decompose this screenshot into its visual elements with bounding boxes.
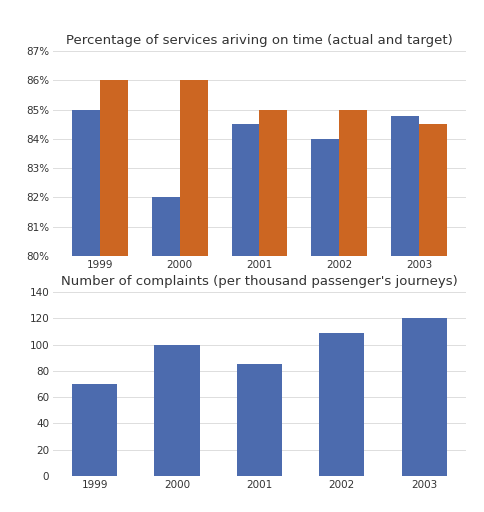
Bar [231,124,259,512]
Bar [154,345,199,476]
Bar [100,80,128,512]
Bar [318,333,364,476]
Bar [259,110,287,512]
Bar [338,110,366,512]
Bar [72,384,117,476]
Bar [418,124,446,512]
Title: Number of complaints (per thousand passenger's journeys): Number of complaints (per thousand passe… [61,275,457,288]
Bar [151,198,180,512]
Legend: Actual, Target: Actual, Target [204,306,314,316]
Bar [390,116,418,512]
Bar [180,80,207,512]
Title: Percentage of services ariving on time (actual and target): Percentage of services ariving on time (… [66,34,452,47]
Bar [311,139,338,512]
Bar [236,364,282,476]
Bar [401,318,446,476]
Bar [72,110,100,512]
